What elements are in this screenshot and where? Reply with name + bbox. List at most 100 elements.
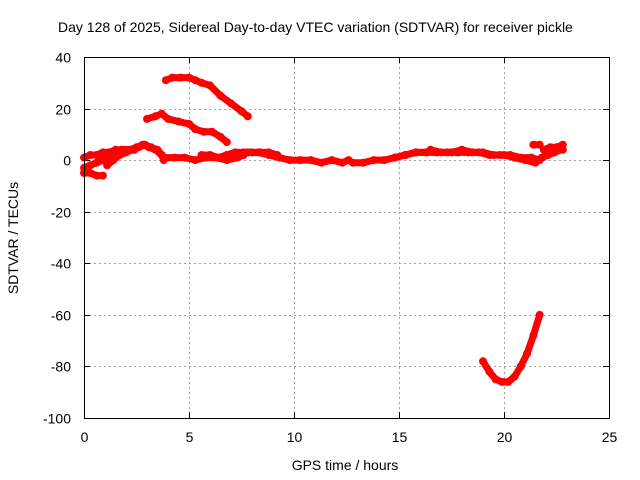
data-point <box>98 171 107 180</box>
data-point <box>191 125 200 134</box>
data-point <box>237 107 246 116</box>
data-point <box>138 140 147 149</box>
y-tick-label: 20 <box>55 102 71 118</box>
data-point <box>535 140 544 149</box>
data-point <box>243 148 252 157</box>
data-point <box>111 145 120 154</box>
data-point <box>552 143 561 152</box>
data-point <box>216 91 225 100</box>
data-point <box>275 153 284 162</box>
data-point <box>327 156 336 165</box>
data-point <box>458 145 466 154</box>
data-point <box>264 151 273 159</box>
axis-ticks: 0 5 10 15 20 25 -100 -80 -60 -40 -20 0 20 40 <box>43 50 618 446</box>
data-point <box>92 151 101 159</box>
grid-lines <box>84 57 609 418</box>
y-tick-label: 0 <box>63 153 71 169</box>
data-point <box>92 158 101 167</box>
data-point <box>510 153 519 162</box>
data-point <box>285 156 294 165</box>
data-point <box>369 156 378 165</box>
data-point <box>145 143 154 152</box>
data-point <box>546 143 555 152</box>
data-point <box>500 151 508 159</box>
data-point <box>151 112 160 121</box>
data-point <box>306 156 315 165</box>
data-point <box>529 331 538 340</box>
data-point <box>338 158 347 167</box>
data-point <box>504 377 513 386</box>
x-tick-label: 0 <box>81 429 89 445</box>
data-point <box>216 132 225 141</box>
data-point <box>479 148 487 157</box>
data-point <box>124 145 133 154</box>
data-point <box>497 377 506 386</box>
data-point <box>437 148 445 157</box>
data-point <box>109 156 118 165</box>
data-point <box>535 310 544 319</box>
y-tick-label: -40 <box>51 256 71 272</box>
data-series <box>80 73 567 386</box>
data-point <box>222 138 231 147</box>
data-point <box>86 151 95 159</box>
x-tick-label: 25 <box>602 429 618 445</box>
data-point <box>254 148 263 157</box>
y-tick-label: -100 <box>43 411 71 427</box>
data-point <box>222 153 231 162</box>
data-point <box>199 127 208 136</box>
data-point <box>317 158 326 167</box>
data-point <box>531 158 540 167</box>
data-point <box>523 349 532 358</box>
data-point <box>185 73 193 82</box>
plot-frame <box>84 57 610 419</box>
data-point <box>157 109 166 118</box>
data-point <box>191 156 200 165</box>
x-tick-label: 15 <box>392 429 408 445</box>
series-arc-dip <box>479 311 544 386</box>
data-point <box>86 169 95 177</box>
data-point <box>401 151 410 159</box>
data-point <box>296 156 305 165</box>
data-point <box>197 78 206 87</box>
data-point <box>151 145 160 154</box>
y-tick-label: -20 <box>51 205 71 221</box>
y-tick-label: -60 <box>51 308 71 324</box>
data-point <box>485 367 494 376</box>
data-point <box>558 140 567 149</box>
data-point <box>170 153 179 162</box>
x-tick-label: 10 <box>287 429 303 445</box>
data-point <box>174 117 183 126</box>
data-point <box>86 161 95 170</box>
data-point <box>185 120 193 128</box>
data-point <box>411 148 420 157</box>
x-tick-label: 5 <box>186 429 194 445</box>
data-point <box>529 140 538 149</box>
data-point <box>208 127 217 136</box>
chart-title: Day 128 of 2025, Sidereal Day-to-day VTE… <box>58 19 573 35</box>
data-point <box>130 145 139 154</box>
data-point <box>161 76 170 85</box>
data-point <box>510 372 519 381</box>
data-point <box>537 153 546 162</box>
x-axis-label: GPS time / hours <box>292 457 399 473</box>
data-point <box>489 151 498 159</box>
y-tick-label: 40 <box>55 50 71 66</box>
data-point <box>191 76 200 85</box>
data-point <box>516 362 525 371</box>
data-point <box>447 148 456 157</box>
data-point <box>103 161 112 170</box>
data-point <box>206 81 214 90</box>
data-point <box>176 73 185 82</box>
data-point <box>164 114 172 123</box>
data-point <box>206 151 214 159</box>
data-point <box>143 114 151 123</box>
data-point <box>117 145 126 154</box>
data-point <box>227 99 235 108</box>
data-point <box>491 375 500 384</box>
x-tick-label: 20 <box>497 429 513 445</box>
data-point <box>159 153 168 162</box>
data-point <box>105 148 114 157</box>
data-point <box>359 158 368 167</box>
data-point <box>426 145 435 154</box>
